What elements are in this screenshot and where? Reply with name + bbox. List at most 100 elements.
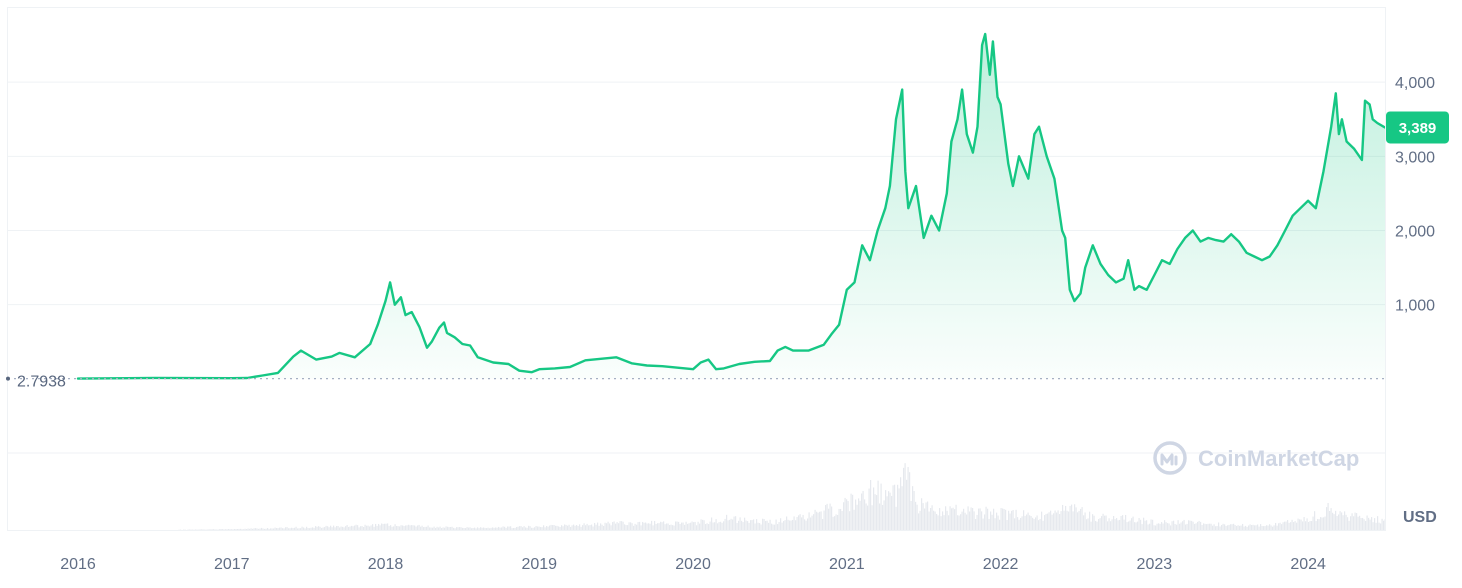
volume-bar: [867, 505, 869, 530]
volume-bar: [522, 527, 524, 530]
volume-bar: [523, 526, 525, 530]
volume-bar: [672, 525, 674, 530]
volume-bar: [1036, 515, 1038, 530]
volume-bar: [889, 492, 891, 530]
volume-bar: [286, 527, 288, 530]
volume-bar: [1209, 523, 1211, 530]
volume-bar: [1242, 523, 1244, 530]
volume-bar: [1351, 513, 1353, 530]
volume-bar: [811, 515, 813, 530]
volume-bar: [820, 511, 822, 530]
volume-bar: [1054, 510, 1056, 530]
volume-bar: [514, 527, 516, 530]
volume-bar: [727, 520, 729, 530]
volume-bar: [1047, 513, 1049, 530]
volume-bar: [1372, 522, 1374, 530]
volume-bar: [327, 526, 329, 530]
volume-bar: [870, 480, 872, 530]
volume-bar: [1270, 525, 1272, 530]
volume-bar: [1297, 518, 1299, 530]
volume-bar: [498, 526, 500, 530]
volume-bar: [427, 525, 429, 530]
volume-bar: [966, 514, 968, 530]
volume-bar: [562, 526, 564, 530]
volume-bar: [1003, 509, 1005, 530]
volume-bar: [297, 528, 299, 530]
volume-bar: [648, 523, 650, 530]
volume-bar: [291, 527, 293, 530]
volume-bar: [676, 521, 678, 530]
volume-bar: [819, 511, 821, 530]
volume-bar: [598, 525, 600, 530]
volume-bar: [1213, 524, 1215, 530]
volume-bar: [1299, 519, 1301, 530]
volume-bar: [684, 524, 686, 530]
volume-bar: [213, 529, 215, 530]
volume-bar: [1099, 518, 1101, 530]
volume-bar: [603, 525, 605, 530]
volume-bar: [963, 508, 965, 530]
volume-bar: [555, 525, 557, 530]
volume-bar: [709, 521, 711, 530]
volume-bar: [592, 526, 594, 530]
volume-bar: [480, 527, 482, 530]
volume-bar: [784, 520, 786, 530]
volume-bar: [438, 527, 440, 530]
volume-bar: [556, 525, 558, 530]
volume-bar: [199, 529, 201, 530]
volume-bar: [345, 526, 347, 530]
volume-bar: [1024, 515, 1026, 530]
volume-bar: [994, 518, 996, 530]
volume-bar: [1170, 525, 1172, 530]
volume-bar: [1314, 511, 1316, 530]
volume-bar: [1374, 518, 1376, 530]
volume-bar: [1113, 516, 1115, 530]
volume-bar: [1090, 521, 1092, 530]
volume-bar: [864, 499, 866, 530]
volume-bar: [453, 527, 455, 530]
volume-bar: [1147, 524, 1149, 530]
volume-bar: [270, 528, 272, 530]
volume-bar: [451, 526, 453, 530]
x-tick-label: 2023: [1137, 556, 1173, 573]
volume-bar: [288, 528, 290, 530]
volume-bar: [982, 518, 984, 530]
volume-bar: [1048, 512, 1050, 530]
volume-bar: [606, 523, 608, 530]
volume-bar: [529, 526, 531, 530]
volume-bar: [907, 467, 909, 530]
volume-bar: [831, 506, 833, 530]
volume-bar: [723, 521, 725, 530]
volume-bar: [583, 523, 585, 530]
volume-bar: [616, 522, 618, 530]
volume-bar: [487, 527, 489, 530]
volume-bar: [1110, 521, 1112, 530]
volume-bar: [846, 499, 848, 530]
volume-bar: [417, 525, 419, 530]
watermark-text: CoinMarketCap: [1198, 446, 1359, 471]
volume-bar: [424, 526, 426, 530]
volume-bar: [1222, 523, 1224, 530]
volume-bar: [1282, 522, 1284, 530]
volume-bar: [337, 526, 339, 530]
start-price-label: 2.7938: [17, 374, 66, 391]
volume-bar: [351, 525, 353, 530]
volume-bar: [363, 527, 365, 530]
volume-bar: [630, 522, 632, 530]
volume-bar: [855, 499, 857, 530]
volume-bar: [211, 529, 213, 530]
volume-bar: [316, 526, 318, 530]
volume-bar: [432, 527, 434, 530]
volume-bar: [696, 525, 698, 530]
volume-bar: [1275, 522, 1277, 530]
volume-bar: [1236, 525, 1238, 530]
volume-bar: [951, 508, 953, 530]
volume-bar: [945, 506, 947, 530]
volume-bar: [1185, 524, 1187, 530]
volume-bar: [922, 503, 924, 530]
volume-bar: [553, 525, 555, 530]
volume-bar: [277, 528, 279, 530]
volume-bar: [856, 504, 858, 530]
volume-bar: [394, 524, 396, 530]
volume-bar: [948, 515, 950, 530]
